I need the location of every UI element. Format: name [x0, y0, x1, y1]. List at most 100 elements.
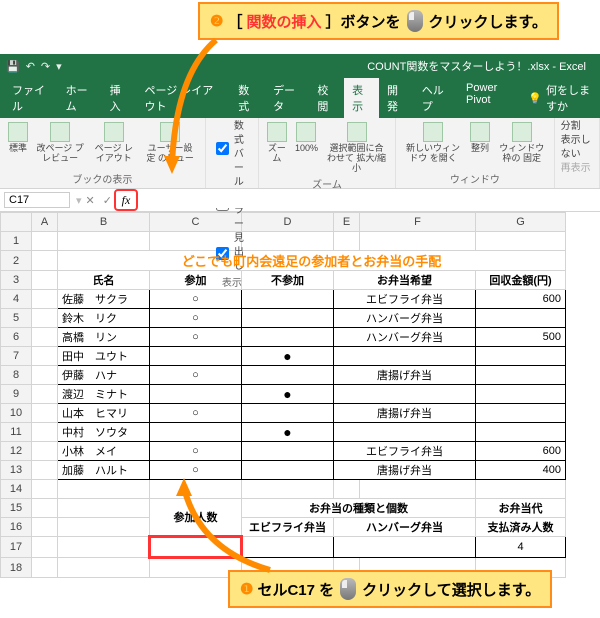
row-10[interactable]: 10 [1, 404, 32, 423]
btn-zoom-sel[interactable]: 選択範囲に合わせて 拡大/縮小 [324, 120, 389, 176]
tell-me[interactable]: 💡何をしますか [528, 78, 600, 118]
cell-skip[interactable] [242, 366, 334, 385]
qat-more-icon[interactable]: ▾ [56, 60, 62, 73]
cell-name[interactable]: 山本 ヒマリ [58, 404, 150, 423]
tab-home[interactable]: ホーム [58, 78, 102, 118]
row-4[interactable]: 4 [1, 290, 32, 309]
cell-amt[interactable]: 600 [476, 442, 566, 461]
row-12[interactable]: 12 [1, 442, 32, 461]
enter-icon[interactable]: ✓ [103, 194, 112, 207]
row-14[interactable]: 14 [1, 480, 32, 499]
col-B[interactable]: B [58, 213, 150, 232]
btn-new-window[interactable]: 新しいウィンドウ を開く [402, 120, 464, 166]
cell-amt[interactable]: 400 [476, 461, 566, 480]
cell-skip[interactable] [242, 442, 334, 461]
row-18[interactable]: 18 [1, 558, 32, 578]
tab-file[interactable]: ファイル [4, 78, 58, 118]
select-all[interactable] [1, 213, 32, 232]
cell-bento[interactable]: 唐揚げ弁当 [334, 366, 476, 385]
col-G[interactable]: G [476, 213, 566, 232]
cell-join[interactable] [150, 423, 242, 442]
cell-join[interactable]: ○ [150, 404, 242, 423]
cell-skip[interactable]: ● [242, 423, 334, 442]
cell-name[interactable]: 佐藤 サクラ [58, 290, 150, 309]
btn-hide[interactable]: 表示しない [561, 134, 593, 162]
save-icon[interactable]: 💾 [6, 60, 20, 73]
tab-review[interactable]: 校閲 [309, 78, 344, 118]
cancel-icon[interactable]: ✕ [86, 194, 95, 207]
row-16[interactable]: 16 [1, 518, 32, 537]
cell-name[interactable]: 中村 ソウタ [58, 423, 150, 442]
row-2[interactable]: 2 [1, 251, 32, 271]
row-15[interactable]: 15 [1, 499, 32, 518]
cell-bento[interactable]: 唐揚げ弁当 [334, 404, 476, 423]
cell-join[interactable]: ○ [150, 442, 242, 461]
cell-join[interactable]: ○ [150, 309, 242, 328]
cell-bento[interactable]: 唐揚げ弁当 [334, 461, 476, 480]
cell-name[interactable]: 田中 ユウト [58, 347, 150, 366]
cell-skip[interactable]: ● [242, 385, 334, 404]
cell-bento[interactable]: エビフライ弁当 [334, 442, 476, 461]
cell-G17[interactable]: 4 [476, 537, 566, 558]
btn-arrange[interactable]: 整列 [468, 120, 492, 156]
cell-bento[interactable] [334, 385, 476, 404]
cell-bento[interactable]: エビフライ弁当 [334, 290, 476, 309]
name-box[interactable]: C17 [4, 192, 70, 208]
cell-bento[interactable]: ハンバーグ弁当 [334, 309, 476, 328]
btn-unhide[interactable]: 再表示 [561, 162, 593, 176]
row-6[interactable]: 6 [1, 328, 32, 347]
btn-zoom[interactable]: ズーム [265, 120, 289, 166]
cell-name[interactable]: 小林 メイ [58, 442, 150, 461]
cell-amt[interactable]: 600 [476, 290, 566, 309]
tab-help[interactable]: ヘルプ [414, 78, 458, 118]
btn-pagelayout[interactable]: ページ レイアウト [90, 120, 137, 166]
cell-skip[interactable] [242, 309, 334, 328]
cell-join[interactable]: ○ [150, 366, 242, 385]
cell-name[interactable]: 加藤 ハルト [58, 461, 150, 480]
cell-join[interactable]: ○ [150, 290, 242, 309]
row-1[interactable]: 1 [1, 232, 32, 251]
cell-amt[interactable] [476, 385, 566, 404]
cell-amt[interactable] [476, 366, 566, 385]
cell-amt[interactable] [476, 404, 566, 423]
cell-name[interactable]: 伊藤 ハナ [58, 366, 150, 385]
row-17[interactable]: 17 [1, 537, 32, 558]
row-7[interactable]: 7 [1, 347, 32, 366]
cell-bento[interactable] [334, 347, 476, 366]
col-D[interactable]: D [242, 213, 334, 232]
cell-name[interactable]: 鈴木 リク [58, 309, 150, 328]
redo-icon[interactable]: ↷ [41, 60, 50, 73]
cell-E17[interactable] [334, 537, 476, 558]
tab-powerpivot[interactable]: Power Pivot [458, 78, 524, 118]
tab-dev[interactable]: 開発 [379, 78, 414, 118]
tab-insert[interactable]: 挿入 [102, 78, 137, 118]
cell-amt[interactable] [476, 423, 566, 442]
cell-skip[interactable]: ● [242, 347, 334, 366]
btn-split[interactable]: 分割 [561, 120, 593, 134]
cell-skip[interactable] [242, 404, 334, 423]
formula-input[interactable] [138, 192, 600, 208]
cell-amt[interactable]: 500 [476, 328, 566, 347]
tab-data[interactable]: データ [265, 78, 309, 118]
row-8[interactable]: 8 [1, 366, 32, 385]
row-3[interactable]: 3 [1, 271, 32, 290]
col-F[interactable]: F [360, 213, 476, 232]
cell-amt[interactable] [476, 309, 566, 328]
cell-join[interactable] [150, 347, 242, 366]
col-E[interactable]: E [334, 213, 360, 232]
cell-bento[interactable] [334, 423, 476, 442]
btn-normal[interactable]: 標準 [6, 120, 30, 156]
row-9[interactable]: 9 [1, 385, 32, 404]
btn-100[interactable]: 100% [293, 120, 320, 156]
cell-join[interactable] [150, 385, 242, 404]
row-11[interactable]: 11 [1, 423, 32, 442]
row-5[interactable]: 5 [1, 309, 32, 328]
row-13[interactable]: 13 [1, 461, 32, 480]
btn-pagebreak[interactable]: 改ページ プレビュー [34, 120, 86, 166]
cell-join[interactable]: ○ [150, 328, 242, 347]
cell-name[interactable]: 高橋 リン [58, 328, 150, 347]
cell-amt[interactable] [476, 347, 566, 366]
btn-freeze[interactable]: ウィンドウ枠の 固定 [496, 120, 548, 166]
tab-view[interactable]: 表示 [344, 78, 379, 118]
col-A[interactable]: A [32, 213, 58, 232]
